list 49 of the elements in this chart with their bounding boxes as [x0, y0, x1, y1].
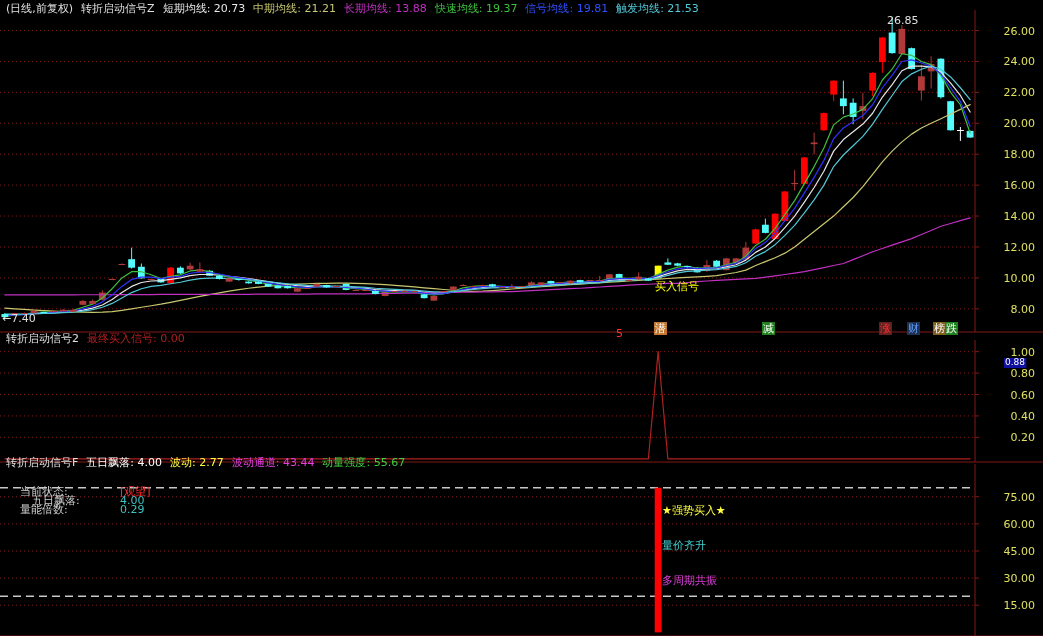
- y-tick-label: 18.00: [1003, 148, 1035, 162]
- text: 信号均线: 19.81: [525, 2, 609, 15]
- y-tick-label: 22.00: [1003, 86, 1035, 100]
- y-tick-label: 30.00: [1003, 572, 1035, 586]
- text: 快速均线: 19.37: [433, 2, 518, 15]
- annotation: 动量强度: 55.67: [322, 456, 406, 469]
- annotation: 榜: [934, 322, 945, 335]
- annotation: ★强势买入★: [662, 504, 726, 517]
- text: 中期均线: 21.21: [253, 2, 337, 15]
- y-tick-label: 24.00: [1003, 55, 1035, 69]
- annotation: 涨: [880, 322, 891, 335]
- y-tick-label: 75.00: [1003, 490, 1035, 504]
- y-tick-label: 14.00: [1003, 210, 1035, 224]
- y-tick-label: 16.00: [1003, 179, 1035, 193]
- text: 0.88: [1005, 357, 1026, 367]
- chart-subtitle: 转折启动信号Z: [81, 2, 156, 15]
- y-tick-label: 12.00: [1003, 240, 1035, 254]
- annotation: 5: [616, 327, 623, 340]
- y-tick-label: 8.00: [1010, 302, 1035, 316]
- annotation: 五日飘落: 4.00: [86, 456, 163, 469]
- annotation: 财: [908, 322, 919, 335]
- y-tick-label: 0.20: [1010, 431, 1035, 445]
- annotation: 潜: [655, 322, 666, 335]
- annotation: 多周期共振: [662, 574, 717, 587]
- chart-title: 转折启动信号2: [6, 332, 79, 345]
- y-tick-label: 45.00: [1003, 545, 1035, 558]
- y-tick-label: 0.40: [1010, 409, 1035, 423]
- y-tick-label: 10.00: [1003, 271, 1035, 285]
- text: 最终买入信号: 0.00: [87, 332, 185, 345]
- annotation: 波动通道: 43.44: [231, 456, 315, 469]
- y-tick-label: 60.00: [1003, 517, 1035, 531]
- chart-title: (日线,前复权): [6, 2, 74, 15]
- y-tick-label: 20.00: [1003, 117, 1035, 131]
- text: 触发均线: 21.53: [616, 2, 699, 15]
- y-tick-label: 0.80: [1010, 367, 1035, 381]
- annotation: 买入信号: [655, 280, 699, 293]
- chart-title: 转折启动信号F: [6, 456, 79, 469]
- text: 长期均线: 13.88: [344, 2, 427, 15]
- y-tick-label: 26.00: [1003, 24, 1035, 38]
- annotation: 0.29: [120, 503, 145, 516]
- annotation: 量价齐升: [662, 539, 706, 552]
- annotation: ←7.40: [2, 312, 36, 325]
- y-tick-label: 0.60: [1010, 388, 1035, 402]
- text: 短期均线: 20.73: [162, 2, 246, 15]
- annotation: 跌: [946, 322, 957, 335]
- annotation: 波动: 2.77: [170, 456, 224, 469]
- annotation: 减: [763, 322, 774, 335]
- y-tick-label: 15.00: [1003, 599, 1035, 613]
- y-tick-label: 1.00: [1010, 345, 1035, 359]
